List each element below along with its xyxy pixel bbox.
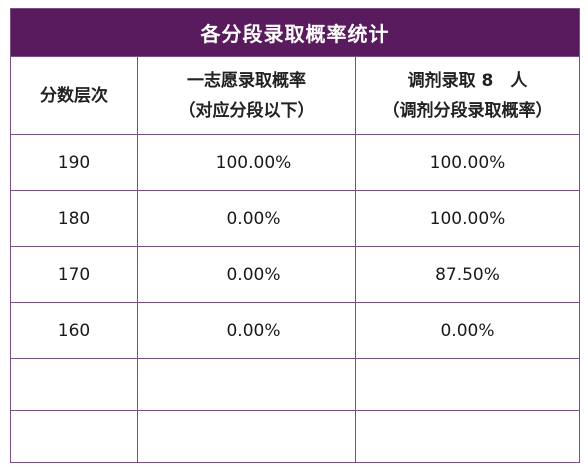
adjust-cell: 100.00%: [355, 135, 579, 190]
table-row: 180 0.00% 100.00%: [11, 190, 579, 246]
adjust-cell: 100.00%: [355, 191, 579, 246]
score-cell: 190: [11, 135, 137, 190]
header-adjustment: 调剂录取 8 人 （调剂分段录取概率）: [355, 57, 579, 134]
score-value: 170: [57, 264, 91, 285]
empty-cell: [355, 411, 579, 462]
empty-cell: [137, 411, 355, 462]
empty-cell: [355, 359, 579, 410]
header-adjustment-line1: 调剂录取 8 人: [407, 70, 528, 91]
header-score-level: 分数层次: [11, 57, 137, 134]
adjust-value: 87.50%: [435, 264, 500, 285]
adjust-cell: 87.50%: [355, 247, 579, 302]
header-first-choice-line2: （对应分段以下）: [178, 100, 315, 121]
empty-cell: [11, 359, 137, 410]
table-title: 各分段录取概率统计: [11, 9, 579, 56]
first-choice-cell: 0.00%: [137, 247, 355, 302]
adjust-cell: 0.00%: [355, 303, 579, 358]
first-choice-value: 0.00%: [226, 208, 281, 229]
adjust-value: 100.00%: [429, 152, 506, 173]
adjust-value: 100.00%: [429, 208, 506, 229]
admission-probability-table: 各分段录取概率统计 分数层次 一志愿录取概率 （对应分段以下） 调剂录取 8 人…: [10, 8, 580, 463]
score-value: 180: [57, 208, 91, 229]
score-cell: 170: [11, 247, 137, 302]
empty-table-row: [11, 358, 579, 410]
adjust-value: 0.00%: [440, 320, 495, 341]
first-choice-cell: 100.00%: [137, 135, 355, 190]
table-row: 170 0.00% 87.50%: [11, 246, 579, 302]
table-row: 190 100.00% 100.00%: [11, 134, 579, 190]
score-value: 190: [57, 152, 91, 173]
first-choice-cell: 0.00%: [137, 191, 355, 246]
score-cell: 160: [11, 303, 137, 358]
first-choice-value: 0.00%: [226, 320, 281, 341]
header-adjustment-line2: （调剂分段录取概率）: [382, 100, 553, 121]
header-first-choice: 一志愿录取概率 （对应分段以下）: [137, 57, 355, 134]
empty-table-row: [11, 410, 579, 462]
empty-cell: [137, 359, 355, 410]
header-first-choice-line1: 一志愿录取概率: [187, 70, 306, 91]
first-choice-value: 0.00%: [226, 264, 281, 285]
score-cell: 180: [11, 191, 137, 246]
score-value: 160: [57, 320, 91, 341]
first-choice-value: 100.00%: [215, 152, 292, 173]
table-row: 160 0.00% 0.00%: [11, 302, 579, 358]
header-score-level-label: 分数层次: [40, 85, 108, 106]
header-row: 分数层次 一志愿录取概率 （对应分段以下） 调剂录取 8 人 （调剂分段录取概率…: [11, 56, 579, 134]
empty-cell: [11, 411, 137, 462]
first-choice-cell: 0.00%: [137, 303, 355, 358]
